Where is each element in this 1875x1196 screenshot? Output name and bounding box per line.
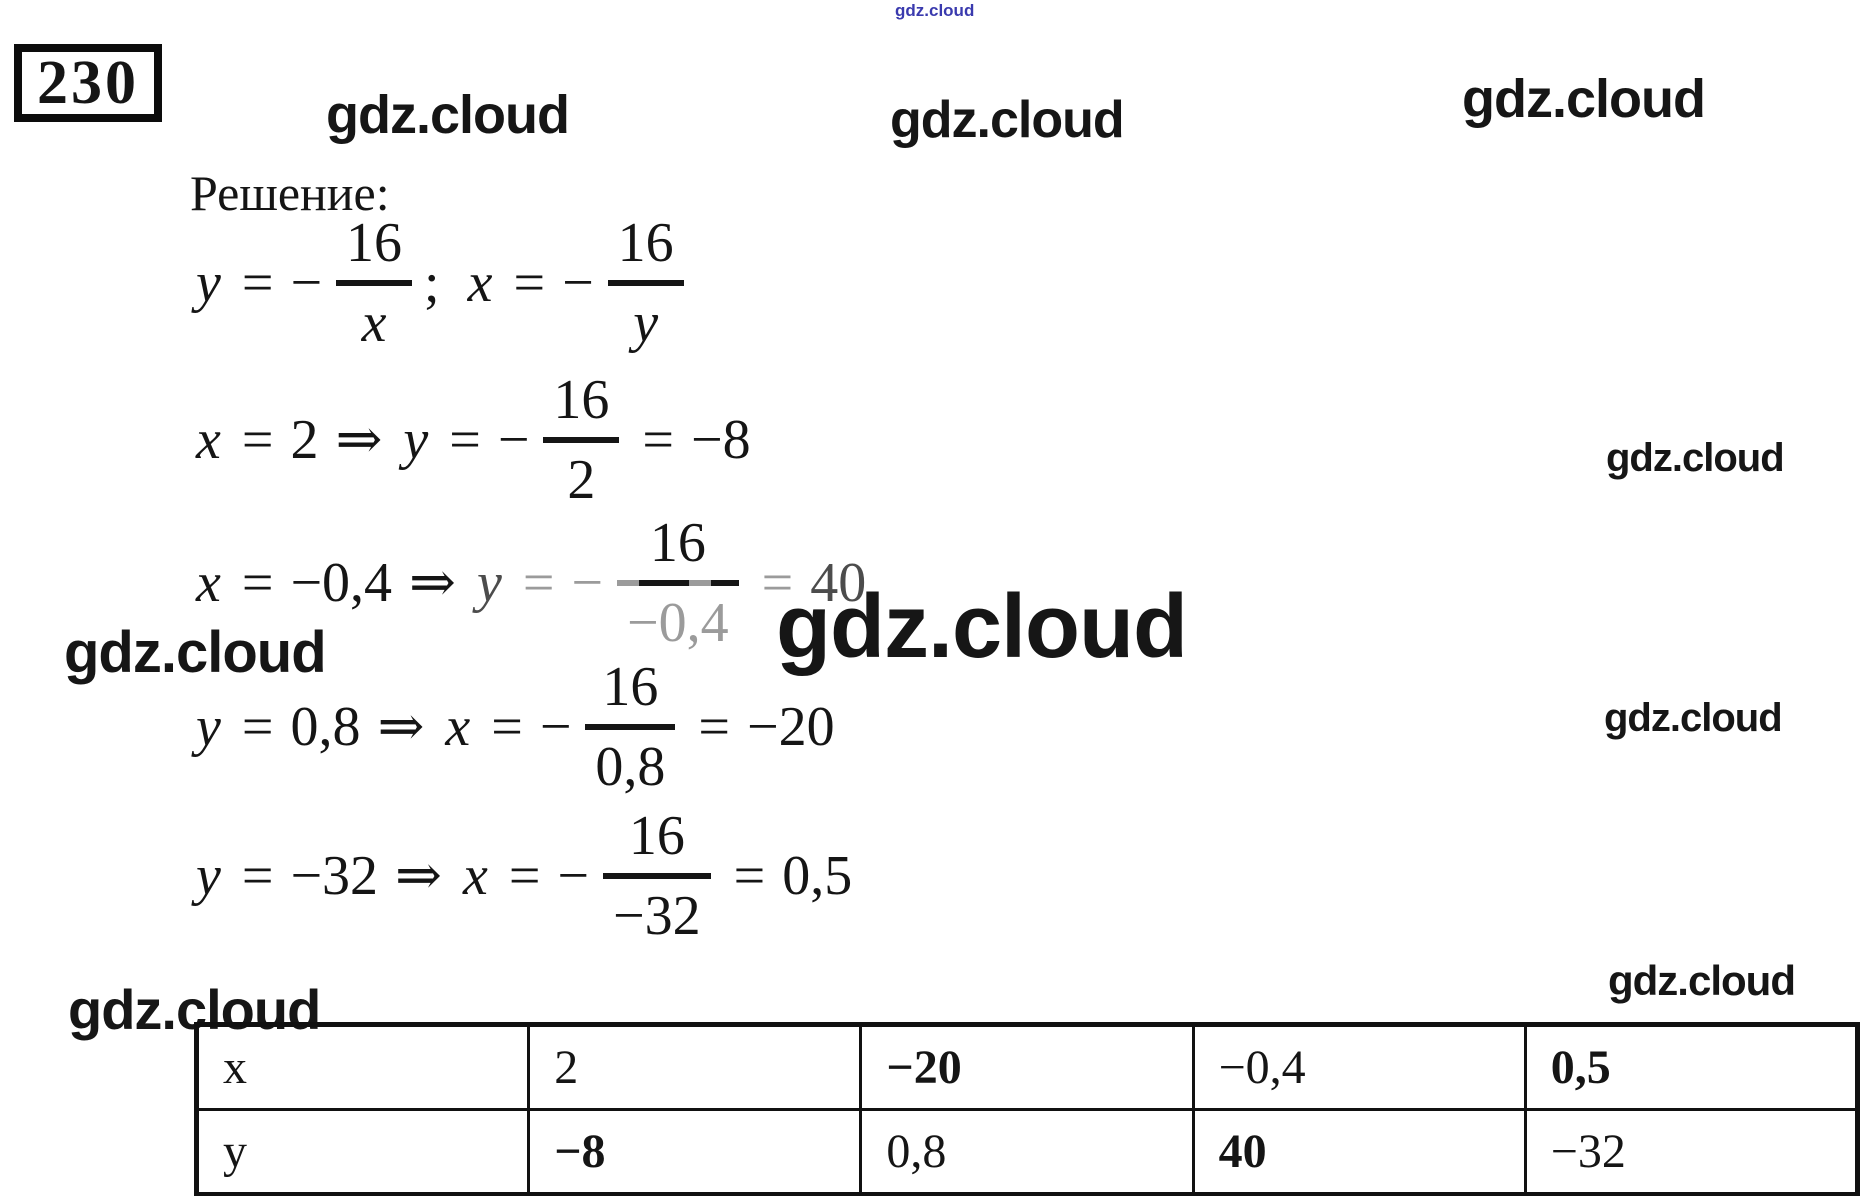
math-fraction: 16 2 (543, 369, 620, 511)
math-number: 2 (290, 409, 319, 471)
watermark-center-big: gdz.cloud (776, 577, 1188, 677)
math-variable: y (476, 552, 502, 614)
fraction-numerator: 16 (553, 369, 610, 431)
math-punctuation: ; (424, 252, 440, 314)
fraction-denominator: −0,4 (627, 592, 729, 654)
table-cell: −8 (527, 1108, 863, 1196)
math-variable: y (196, 696, 221, 758)
watermark-right-2: gdz.cloud (1604, 696, 1783, 740)
fraction-numerator: 16 (346, 212, 403, 274)
solution-heading: Решение: (190, 165, 390, 221)
math-operator: ⇒ (409, 552, 456, 614)
math-operator: = (241, 696, 274, 758)
fraction-bar (336, 280, 413, 286)
table-cell: y (194, 1108, 531, 1196)
math-operator: = (733, 845, 766, 907)
problem-number: 230 (37, 48, 139, 117)
equation-line-given: y = −16 x; x = −16 y (190, 198, 692, 368)
math-variable: y (196, 845, 221, 907)
math-fraction: 16 −0,4 (617, 515, 739, 651)
watermark-mid-left: gdz.cloud (64, 620, 327, 685)
values-table: x 2 −20 −0,4 0,5 y −8 0,8 40 −32 (194, 1022, 1860, 1196)
math-fraction: 16 0,8 (585, 656, 676, 798)
watermark-top-center: gdz.cloud (890, 91, 1125, 149)
equation-line-x-equals-minus-0-4: x = −0,4 ⇒ y = −16 −0,4 = 40 (190, 498, 868, 668)
math-operator: ⇒ (395, 845, 442, 907)
math-variable: y (403, 409, 429, 471)
math-operator: ⇒ (335, 409, 383, 471)
math-variable: x (445, 696, 471, 758)
math-fraction: 16 y (607, 212, 684, 354)
watermark-top-right: gdz.cloud (1462, 69, 1706, 129)
fraction-bar (617, 580, 739, 586)
math-operator: = (513, 252, 546, 314)
watermark-right-1: gdz.cloud (1606, 436, 1785, 480)
problem-number-box: 230 (14, 44, 162, 122)
math-operator: = (241, 845, 274, 907)
fraction-numerator: 16 (649, 512, 706, 574)
fraction-numerator: 16 (617, 212, 674, 274)
table-cell: 40 (1191, 1108, 1527, 1196)
table-cell: −0,4 (1191, 1023, 1527, 1111)
math-minus: − (290, 252, 323, 314)
watermark-top-blue: gdz.cloud (895, 1, 975, 20)
values-table-body: x 2 −20 −0,4 0,5 y −8 0,8 40 −32 (194, 1023, 1860, 1196)
math-number: 0,8 (290, 696, 361, 758)
math-operator: = (241, 552, 274, 614)
math-number: 0,5 (782, 845, 853, 907)
fraction-denominator: −32 (613, 885, 701, 947)
math-fraction: 16 −32 (603, 808, 711, 944)
table-cell: −20 (859, 1023, 1195, 1111)
math-minus: − (562, 252, 594, 314)
fraction-numerator: 16 (602, 656, 659, 718)
fraction-bar (585, 724, 676, 730)
math-minus: − (539, 696, 572, 758)
math-fraction: 16 x (336, 212, 413, 354)
fraction-bar (607, 280, 684, 286)
equation-line-x-equals-2: x = 2 ⇒ y = −16 2 = −8 (190, 355, 753, 525)
math-minus: − (497, 409, 530, 471)
math-operator: = (241, 409, 274, 471)
math-operator: = (761, 552, 794, 614)
math-number: −0,4 (290, 552, 393, 614)
fraction-denominator: x (361, 292, 387, 354)
math-operator: = (522, 552, 555, 614)
fraction-bar (603, 873, 711, 879)
math-number: −20 (747, 696, 835, 758)
math-minus: − (557, 845, 590, 907)
fraction-bar (543, 437, 620, 443)
math-number: −8 (691, 409, 751, 471)
table-cell: 2 (527, 1023, 863, 1111)
math-variable: x (196, 409, 221, 471)
math-number: −32 (290, 845, 379, 907)
math-operator: = (508, 845, 541, 907)
math-variable: x (462, 845, 488, 907)
math-variable: x (196, 552, 221, 614)
math-operator: = (241, 252, 274, 314)
math-variable: x (467, 252, 493, 314)
math-operator: = (491, 696, 523, 758)
table-cell: −32 (1523, 1108, 1860, 1196)
math-number: 40 (810, 552, 867, 614)
fraction-denominator: y (633, 292, 659, 354)
table-row: x 2 −20 −0,4 0,5 (194, 1023, 1860, 1111)
table-cell: 0,8 (859, 1108, 1195, 1196)
table-row: y −8 0,8 40 −32 (194, 1108, 1860, 1196)
equation-line-y-equals-minus-32: y = −32 ⇒ x = −16 −32 = 0,5 (190, 791, 854, 961)
fraction-numerator: 16 (628, 805, 685, 867)
table-cell: 0,5 (1523, 1023, 1860, 1111)
math-operator: = (449, 409, 481, 471)
math-minus: − (571, 552, 604, 614)
math-variable: y (196, 252, 221, 314)
watermark-top-left: gdz.cloud (326, 85, 570, 145)
math-operator: = (698, 696, 731, 758)
fraction-denominator: 2 (567, 449, 596, 511)
watermark-bottom-right: gdz.cloud (1608, 957, 1796, 1004)
fraction-denominator: 0,8 (595, 736, 666, 798)
math-operator: = (642, 409, 675, 471)
math-operator: ⇒ (377, 696, 425, 758)
table-cell: x (194, 1023, 531, 1111)
equation-line-y-equals-0-8: y = 0,8 ⇒ x = −16 0,8 = −20 (190, 642, 837, 812)
